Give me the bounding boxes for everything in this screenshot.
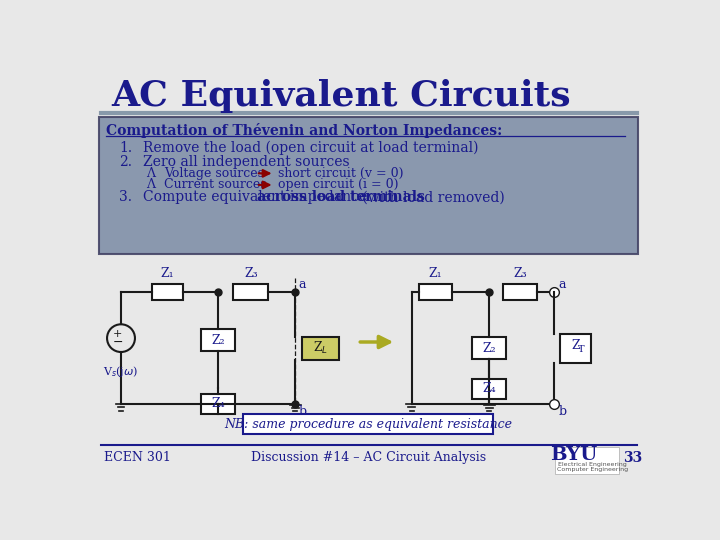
FancyBboxPatch shape bbox=[99, 117, 638, 254]
FancyBboxPatch shape bbox=[560, 334, 591, 363]
Text: Discussion #14 – AC Circuit Analysis: Discussion #14 – AC Circuit Analysis bbox=[251, 451, 487, 464]
Text: Z₄: Z₄ bbox=[482, 382, 496, 395]
Text: V$_s$(j$\omega$): V$_s$(j$\omega$) bbox=[104, 363, 139, 379]
Text: Electrical Engineering: Electrical Engineering bbox=[558, 462, 626, 467]
Text: Z₁: Z₁ bbox=[161, 267, 174, 280]
Text: +: + bbox=[113, 329, 122, 339]
Text: Z₂: Z₂ bbox=[482, 342, 496, 355]
Text: −: − bbox=[112, 336, 123, 349]
Text: ECEN 301: ECEN 301 bbox=[104, 451, 171, 464]
FancyBboxPatch shape bbox=[472, 379, 506, 399]
Text: Computation of Thévenin and Norton Impedances:: Computation of Thévenin and Norton Imped… bbox=[106, 123, 502, 138]
FancyBboxPatch shape bbox=[472, 338, 506, 359]
Text: AC Equivalent Circuits: AC Equivalent Circuits bbox=[112, 79, 572, 113]
Text: Voltage sources: Voltage sources bbox=[163, 167, 264, 180]
FancyBboxPatch shape bbox=[201, 329, 235, 351]
Text: Zero all independent sources: Zero all independent sources bbox=[143, 155, 349, 169]
Text: 1.: 1. bbox=[120, 141, 132, 155]
Text: T: T bbox=[578, 345, 585, 354]
Text: 33: 33 bbox=[623, 450, 642, 464]
Text: a: a bbox=[299, 278, 306, 291]
Text: Z₄: Z₄ bbox=[211, 397, 225, 410]
Text: Compute equivalent impedance: Compute equivalent impedance bbox=[143, 190, 372, 204]
Text: b: b bbox=[558, 405, 566, 418]
Text: a: a bbox=[558, 278, 566, 291]
FancyBboxPatch shape bbox=[555, 447, 618, 475]
FancyBboxPatch shape bbox=[233, 284, 269, 300]
Text: Z: Z bbox=[572, 339, 580, 352]
Text: Z₃: Z₃ bbox=[244, 267, 258, 280]
Text: Z₂: Z₂ bbox=[211, 334, 225, 347]
FancyBboxPatch shape bbox=[302, 336, 339, 360]
FancyBboxPatch shape bbox=[152, 284, 183, 300]
Text: across load terminals: across load terminals bbox=[258, 190, 426, 204]
FancyBboxPatch shape bbox=[201, 394, 235, 414]
Text: short circuit (v = 0): short circuit (v = 0) bbox=[279, 167, 404, 180]
Text: open circuit (i = 0): open circuit (i = 0) bbox=[279, 178, 399, 191]
Text: b: b bbox=[299, 405, 307, 418]
Text: 2.: 2. bbox=[120, 155, 132, 169]
FancyBboxPatch shape bbox=[419, 284, 452, 300]
Text: BYU: BYU bbox=[550, 446, 597, 464]
FancyBboxPatch shape bbox=[503, 284, 537, 300]
Text: Current sources: Current sources bbox=[163, 178, 266, 191]
Text: (with load removed): (with load removed) bbox=[358, 190, 505, 204]
Text: NB: same procedure as equivalent resistance: NB: same procedure as equivalent resista… bbox=[224, 418, 512, 431]
Text: Computer Engineering: Computer Engineering bbox=[557, 467, 628, 472]
Text: 3.: 3. bbox=[120, 190, 132, 204]
Text: Z₁: Z₁ bbox=[429, 267, 443, 280]
Text: Λ: Λ bbox=[145, 178, 155, 191]
Text: Z$_L$: Z$_L$ bbox=[312, 340, 328, 356]
FancyBboxPatch shape bbox=[243, 414, 493, 434]
Text: Remove the load (open circuit at load terminal): Remove the load (open circuit at load te… bbox=[143, 141, 478, 155]
Text: Λ: Λ bbox=[145, 167, 155, 180]
Text: Z₃: Z₃ bbox=[513, 267, 527, 280]
